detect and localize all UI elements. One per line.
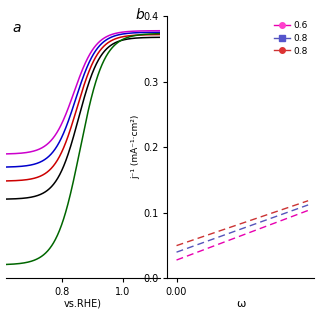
X-axis label: vs.RHE): vs.RHE): [64, 299, 102, 309]
Y-axis label: j⁻¹ (mA⁻¹·cm²): j⁻¹ (mA⁻¹·cm²): [131, 115, 140, 180]
Legend: 0.6, 0.8, 0.8: 0.6, 0.8, 0.8: [273, 20, 309, 57]
X-axis label: ω: ω: [236, 299, 245, 309]
Text: b: b: [135, 8, 144, 22]
Text: a: a: [12, 21, 21, 35]
